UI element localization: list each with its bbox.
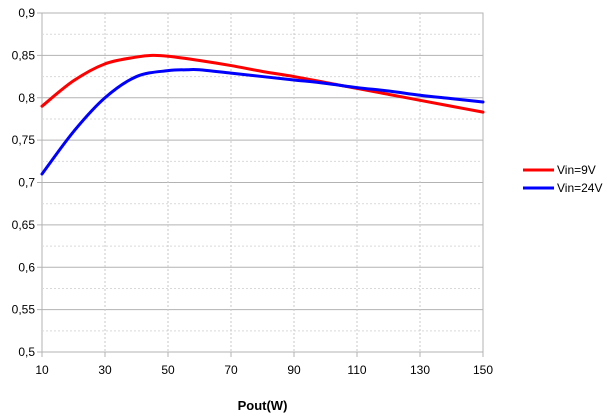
y-tick-label: 0,5 — [18, 345, 35, 359]
series-line-1 — [40, 53, 485, 114]
y-tick-label: 0,75 — [12, 133, 36, 147]
x-tick-label: 70 — [224, 363, 238, 377]
y-tick-label: 0,6 — [18, 260, 35, 274]
y-tick-label: 0,85 — [12, 48, 36, 62]
y-tick-label: 0,55 — [12, 303, 36, 317]
legend-label: Vin=24V — [557, 181, 603, 195]
x-tick-label: 130 — [410, 363, 430, 377]
x-tick-label: 90 — [287, 363, 301, 377]
x-tick-label: 150 — [473, 363, 493, 377]
y-tick-label: 0,65 — [12, 218, 36, 232]
x-tick-label: 110 — [347, 363, 366, 377]
x-axis-title: Pout(W) — [238, 398, 288, 413]
legend-label: Vin=9V — [557, 163, 596, 177]
x-tick-label: 50 — [161, 363, 175, 377]
y-tick-label: 0,7 — [18, 176, 35, 190]
x-tick-label: 10 — [35, 363, 49, 377]
axes: 0,5 0,55 0,6 0,65 0,7 0,75 0,8 0,85 0,9 10 30 50 70 9… — [12, 6, 494, 377]
series-lines — [40, 53, 485, 176]
series-line-2 — [40, 67, 485, 176]
y-tick-label: 0,9 — [18, 6, 35, 20]
x-tick-label: 30 — [98, 363, 112, 377]
legend: Vin=9V Vin=24V — [523, 163, 603, 195]
y-tick-label: 0,8 — [18, 91, 35, 105]
